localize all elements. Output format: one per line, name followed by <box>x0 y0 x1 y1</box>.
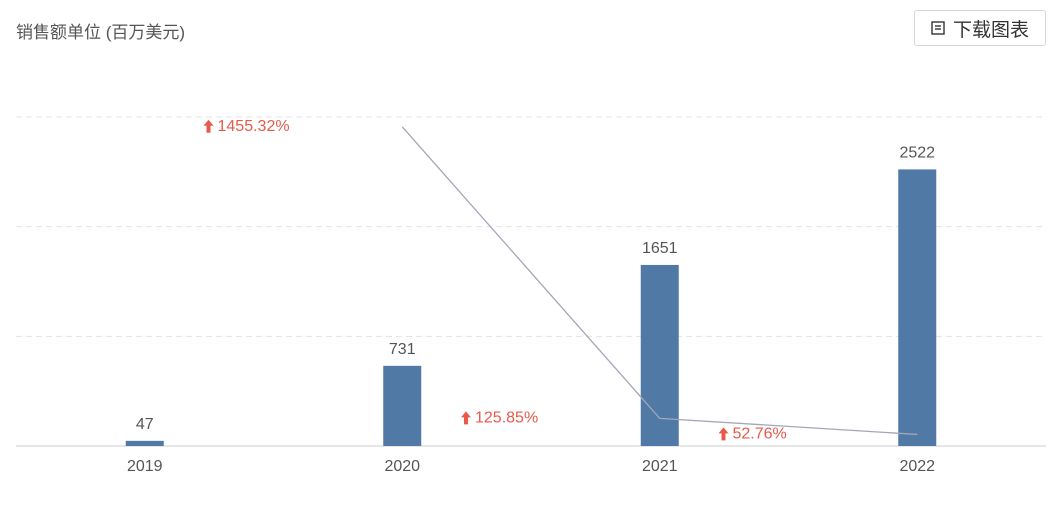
growth-label: 125.85% <box>461 410 538 427</box>
up-arrow-icon <box>203 119 214 133</box>
bar <box>383 365 422 446</box>
growth-value-label: 1455.32% <box>218 118 290 135</box>
up-arrow-icon <box>461 411 471 425</box>
bar <box>125 440 164 446</box>
download-button[interactable]: 下载图表 <box>914 10 1046 46</box>
download-icon <box>931 21 945 35</box>
bar-value-label: 47 <box>136 416 154 433</box>
bar-value-label: 1651 <box>642 240 678 257</box>
x-tick-label: 2020 <box>384 458 420 475</box>
bar-value-label: 2522 <box>899 145 935 162</box>
x-tick-label: 2021 <box>642 458 678 475</box>
growth-value-label: 52.76% <box>733 426 787 443</box>
x-tick-label: 2022 <box>899 458 935 475</box>
growth-line <box>401 126 918 436</box>
up-arrow-icon <box>718 427 729 441</box>
x-tick-label: 2019 <box>127 458 163 475</box>
bar <box>640 264 679 446</box>
growth-label: 52.76% <box>718 426 787 443</box>
bar <box>898 169 937 447</box>
chart-title: 销售额单位 (百万美元) <box>16 23 186 42</box>
download-label: 下载图表 <box>952 19 1029 41</box>
bar-value-label: 731 <box>389 341 416 358</box>
growth-value-label: 125.85% <box>475 410 538 427</box>
growth-label: 1455.32% <box>203 118 290 135</box>
